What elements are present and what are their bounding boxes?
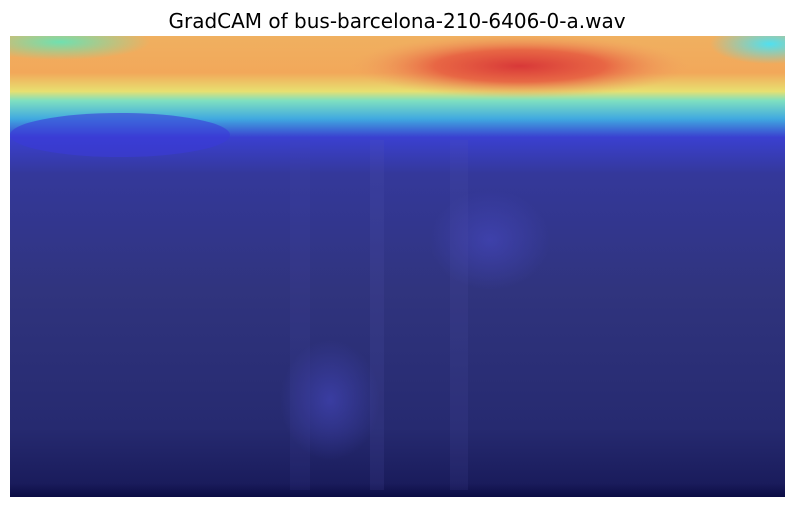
texture-band: [290, 140, 310, 490]
gradcam-image: [10, 36, 785, 497]
texture-band: [450, 140, 468, 490]
heat-region: [430, 190, 550, 290]
heatmap-base: [10, 36, 785, 497]
texture-band: [370, 140, 384, 490]
heat-region: [10, 113, 230, 157]
heat-region: [10, 36, 150, 60]
title: GradCAM of bus-barcelona-210-6406-0-a.wa…: [168, 9, 625, 33]
heat-region: [710, 36, 785, 64]
heat-hotspot: [350, 36, 690, 98]
heat-region: [280, 340, 380, 460]
